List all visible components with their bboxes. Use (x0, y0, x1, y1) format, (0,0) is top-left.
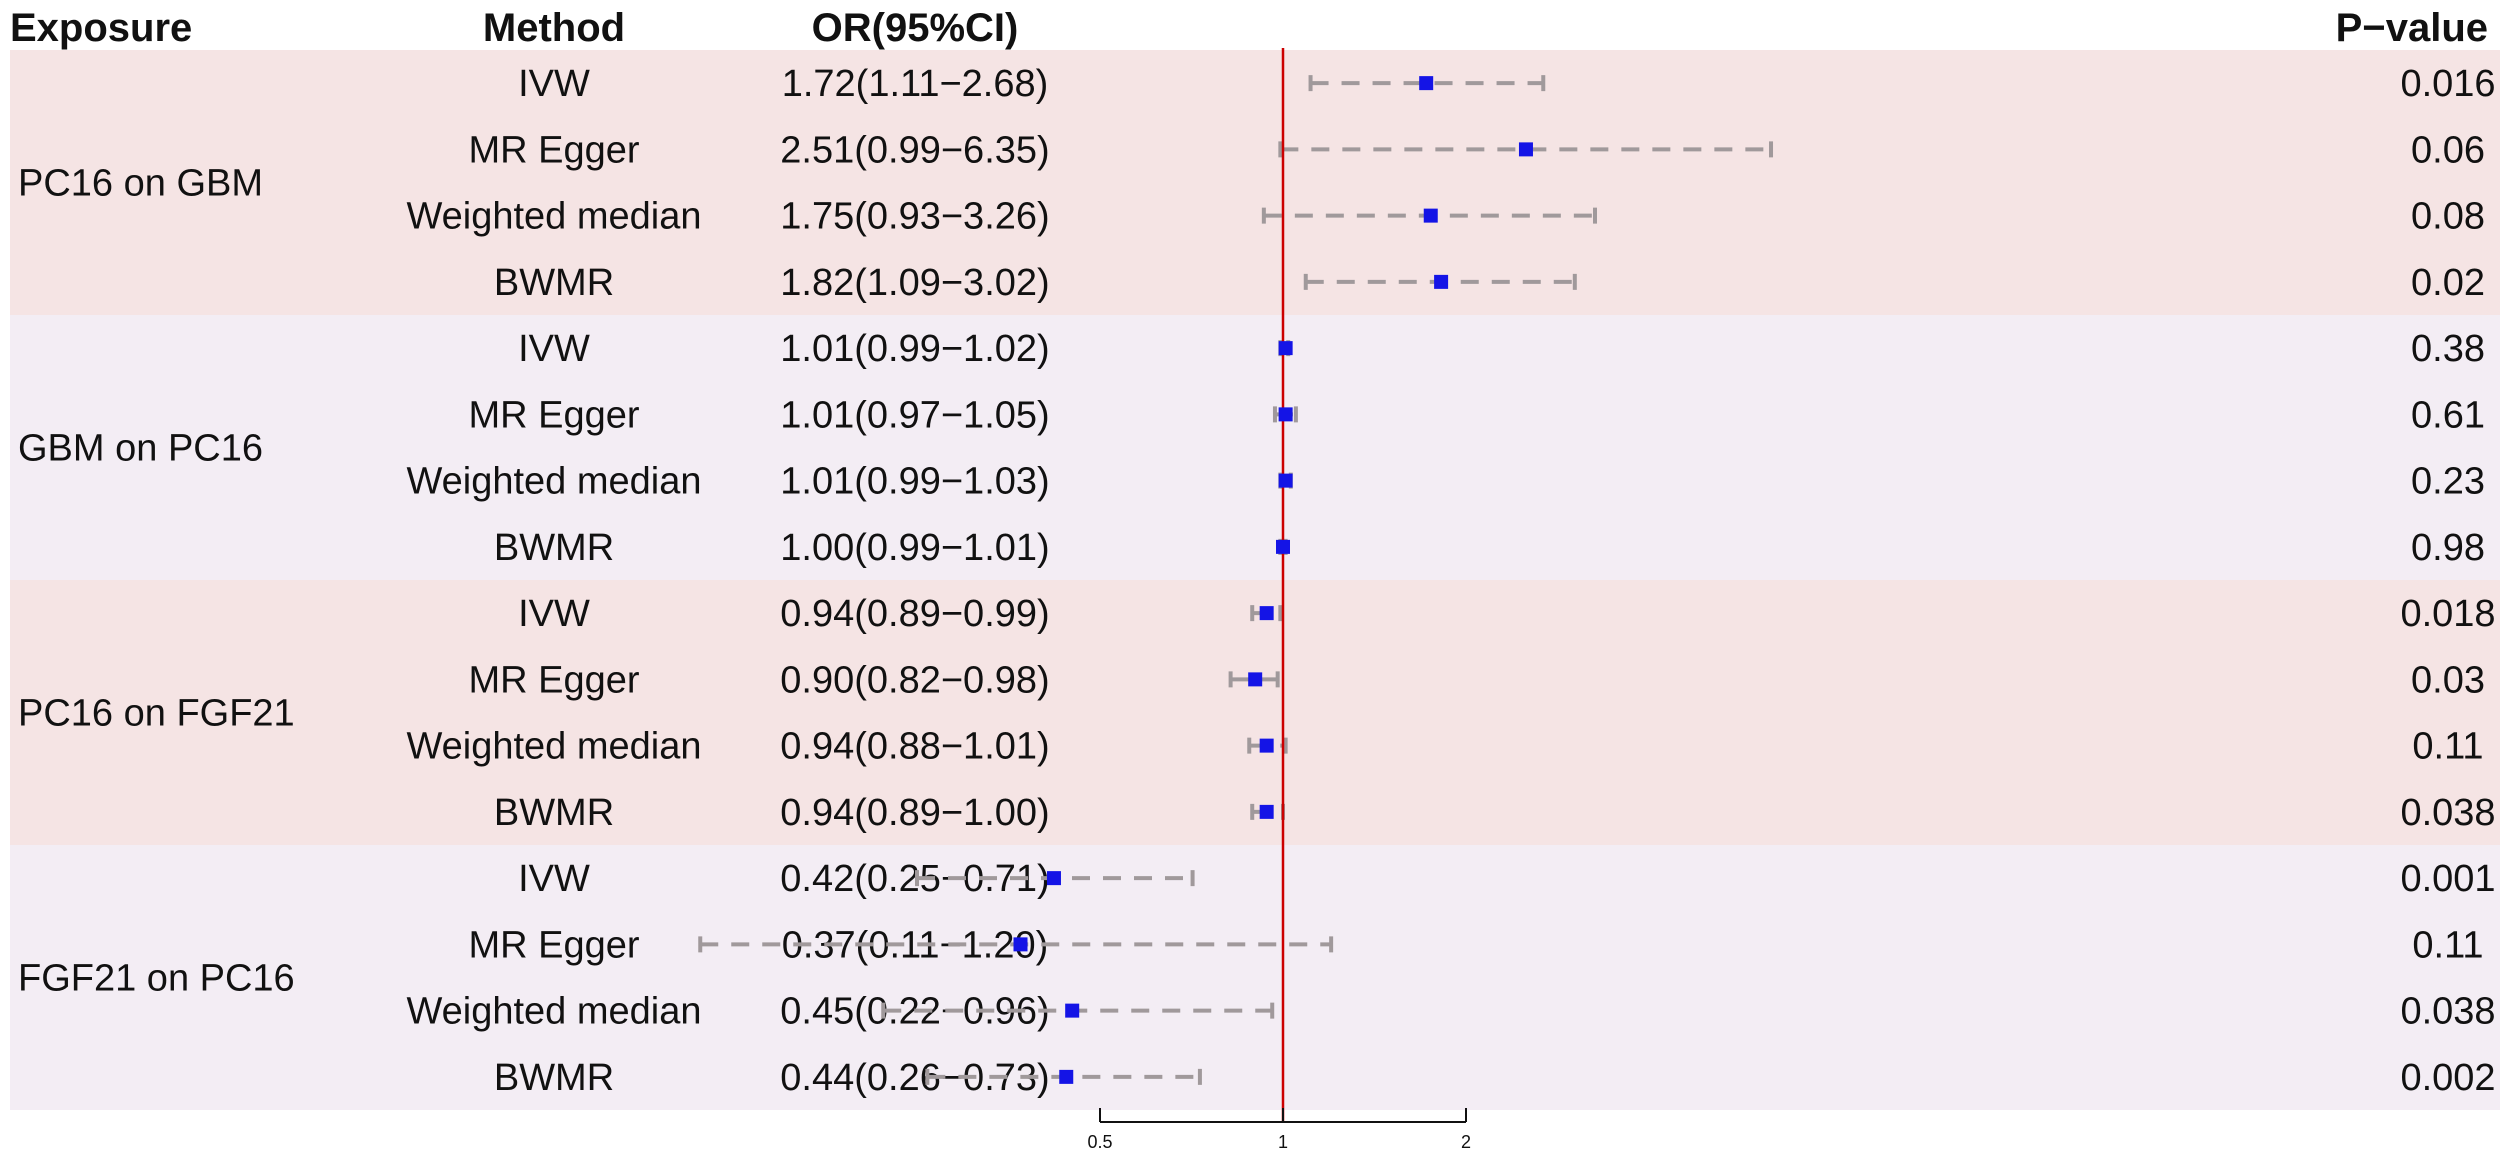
or-ci-label: 1.01(0.99−1.03) (780, 461, 1049, 503)
or-ci-label: 0.94(0.89−1.00) (780, 792, 1049, 834)
method-label: Weighted median (406, 196, 701, 238)
header-pvalue: P−value (2336, 6, 2488, 50)
point-estimate (1278, 473, 1293, 488)
group-band (10, 580, 2500, 845)
or-ci-label: 0.37(0.11−1.20) (782, 924, 1049, 966)
p-value-label: 0.23 (2411, 461, 2485, 503)
method-label: BWMR (494, 262, 614, 304)
or-ci-label: 0.44(0.26−0.73) (780, 1057, 1049, 1099)
exposure-label: FGF21 on PC16 (18, 958, 295, 1000)
p-value-label: 0.02 (2411, 262, 2485, 304)
or-ci-label: 0.94(0.88−1.01) (780, 726, 1049, 768)
point-estimate (1065, 1003, 1080, 1018)
x-tick-label: 0.5 (1087, 1132, 1112, 1152)
point-estimate (1046, 871, 1061, 886)
method-label: BWMR (494, 1057, 614, 1099)
point-estimate (1013, 937, 1028, 952)
method-label: MR Egger (468, 924, 639, 966)
header-method: Method (483, 6, 625, 50)
header-exposure: Exposure (10, 6, 192, 50)
p-value-label: 0.08 (2411, 196, 2485, 238)
point-estimate (1259, 804, 1274, 819)
method-label: IVW (518, 63, 590, 105)
point-estimate (1419, 76, 1434, 91)
p-value-label: 0.002 (2400, 1057, 2495, 1099)
or-ci-label: 0.90(0.82−0.98) (780, 659, 1049, 701)
group-band (10, 50, 2500, 315)
method-label: BWMR (494, 527, 614, 569)
or-ci-label: 1.00(0.99−1.01) (780, 527, 1049, 569)
point-estimate (1259, 738, 1274, 753)
point-estimate (1423, 208, 1438, 223)
x-tick-label: 2 (1461, 1132, 1471, 1152)
or-ci-label: 2.51(0.99−6.35) (780, 129, 1049, 171)
point-estimate (1434, 274, 1449, 289)
p-value-label: 0.018 (2400, 593, 2495, 635)
p-value-label: 0.06 (2411, 129, 2485, 171)
exposure-label: GBM on PC16 (18, 428, 263, 470)
header-or: OR(95%CI) (812, 6, 1019, 50)
p-value-label: 0.016 (2400, 63, 2495, 105)
method-label: IVW (518, 593, 590, 635)
p-value-label: 0.11 (2412, 924, 2483, 966)
point-estimate (1248, 672, 1263, 687)
point-estimate (1059, 1069, 1074, 1084)
p-value-label: 0.038 (2400, 991, 2495, 1033)
group-band (10, 845, 2500, 1110)
or-ci-label: 1.01(0.99−1.02) (780, 328, 1049, 370)
p-value-label: 0.98 (2411, 527, 2485, 569)
method-label: MR Egger (468, 129, 639, 171)
or-ci-label: 0.94(0.89−0.99) (780, 593, 1049, 635)
or-ci-label: 1.75(0.93−3.26) (780, 196, 1049, 238)
column-headers: Exposure Method OR(95%CI) P−value (10, 6, 2488, 50)
point-estimate (1259, 606, 1274, 621)
method-label: Weighted median (406, 461, 701, 503)
exposure-label: PC16 on GBM (18, 163, 263, 205)
method-label: MR Egger (468, 394, 639, 436)
point-estimates (1013, 76, 1533, 1084)
group-bands (10, 50, 2500, 1110)
method-label: Weighted median (406, 726, 701, 768)
exposure-label: PC16 on FGF21 (18, 693, 295, 735)
p-value-label: 0.03 (2411, 659, 2485, 701)
method-label: MR Egger (468, 659, 639, 701)
or-ci-label: 1.82(1.09−3.02) (780, 262, 1049, 304)
or-ci-label: 1.72(1.11−2.68) (782, 63, 1049, 105)
p-value-label: 0.001 (2400, 858, 2495, 900)
method-label: Weighted median (406, 991, 701, 1033)
x-tick-label: 1 (1278, 1132, 1288, 1152)
point-estimate (1518, 142, 1533, 157)
p-value-label: 0.038 (2400, 792, 2495, 834)
point-estimate (1276, 539, 1290, 554)
group-band (10, 315, 2500, 580)
point-estimate (1278, 341, 1293, 356)
or-ci-label: 1.01(0.97−1.05) (780, 394, 1049, 436)
method-label: IVW (518, 328, 590, 370)
method-label: IVW (518, 858, 590, 900)
table-text: PC16 on GBM IVW 1.72(1.11−2.68) 0.016 MR Egg… (18, 63, 2496, 1099)
method-label: BWMR (494, 792, 614, 834)
x-axis: 0.5 1 2 (1087, 1108, 1471, 1152)
p-value-label: 0.61 (2411, 394, 2485, 436)
p-value-label: 0.11 (2412, 726, 2483, 768)
p-value-label: 0.38 (2411, 328, 2485, 370)
point-estimate (1278, 407, 1293, 422)
